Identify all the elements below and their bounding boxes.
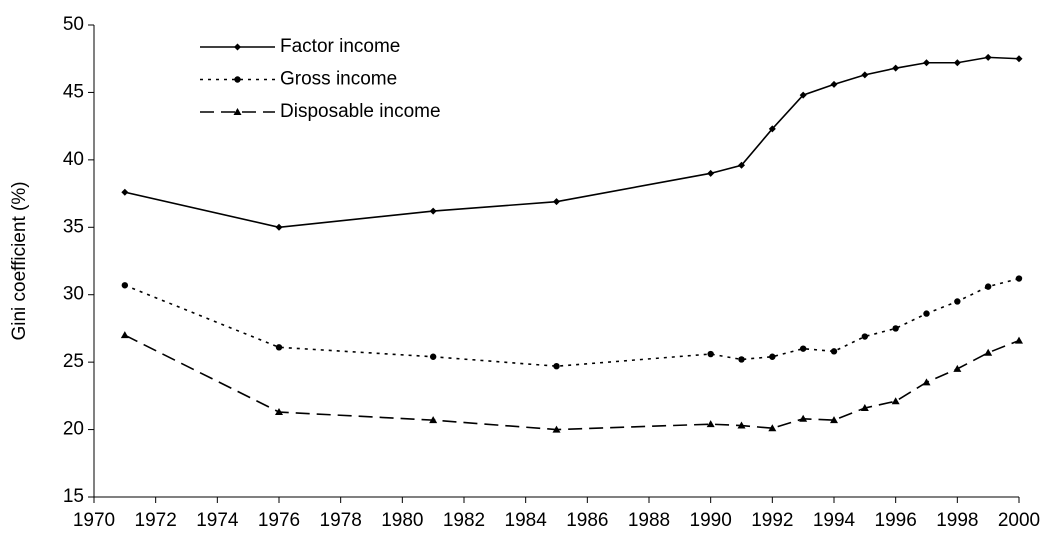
data-point <box>923 59 930 67</box>
data-point <box>738 161 745 169</box>
legend-marker <box>234 43 241 51</box>
x-tick-label: 1984 <box>505 510 548 531</box>
data-point <box>707 350 714 358</box>
x-tick-label: 1972 <box>135 510 177 531</box>
data-point <box>121 282 129 289</box>
data-point <box>1015 336 1023 344</box>
x-tick-label: 1988 <box>628 510 670 531</box>
y-tick-label: 25 <box>63 351 84 372</box>
data-point <box>768 424 777 432</box>
data-point <box>1015 275 1023 282</box>
x-tick-label: 1992 <box>751 510 793 531</box>
data-point <box>892 325 899 332</box>
data-point <box>552 425 561 433</box>
y-tick-label: 50 <box>63 14 84 35</box>
series-line <box>124 277 1020 367</box>
data-point <box>799 414 808 422</box>
data-point <box>120 331 129 339</box>
data-point <box>706 420 715 428</box>
y-axis-label: Gini coefficient (%) <box>9 181 30 340</box>
legend-marker <box>233 108 242 115</box>
x-tick-label: 1976 <box>258 510 300 531</box>
data-point <box>830 416 838 424</box>
data-point <box>953 59 961 67</box>
data-point <box>861 333 869 340</box>
x-tick-label: 1994 <box>813 510 856 531</box>
data-point <box>891 397 900 405</box>
x-tick-label: 1974 <box>196 510 239 531</box>
x-tick-label: 1996 <box>875 510 917 531</box>
legend-label: Gross income <box>280 69 397 90</box>
data-point <box>984 53 992 61</box>
data-point <box>553 362 560 370</box>
x-tick-label: 1980 <box>381 510 423 531</box>
y-tick-label: 30 <box>63 284 84 305</box>
x-tick-label: 1982 <box>443 510 485 531</box>
legend-label: Factor income <box>280 36 400 57</box>
data-point <box>830 80 838 88</box>
data-point <box>953 364 962 372</box>
data-point <box>1015 55 1023 63</box>
data-point <box>429 416 438 424</box>
x-tick-label: 1990 <box>690 510 732 531</box>
y-tick-label: 40 <box>63 149 84 170</box>
data-point <box>275 408 283 416</box>
x-tick-label: 1978 <box>320 510 362 531</box>
data-point <box>860 403 869 411</box>
data-point <box>738 356 745 363</box>
data-point <box>861 71 869 79</box>
data-point <box>429 353 437 360</box>
series-line <box>124 334 1020 431</box>
y-tick-label: 45 <box>63 81 84 102</box>
data-point <box>275 344 283 351</box>
y-tick-label: 15 <box>63 486 84 507</box>
legend-label: Disposable income <box>280 101 441 122</box>
data-point <box>984 283 992 290</box>
data-point <box>892 64 900 72</box>
x-tick-label: 1998 <box>936 510 978 531</box>
data-point <box>707 169 715 177</box>
data-point <box>553 198 560 206</box>
x-tick-label: 1970 <box>73 510 115 531</box>
data-point <box>768 125 776 133</box>
data-point <box>121 188 129 196</box>
y-tick-label: 20 <box>63 419 84 440</box>
x-tick-label: 2000 <box>998 510 1040 531</box>
x-tick-label: 1986 <box>566 510 608 531</box>
data-point <box>923 310 930 317</box>
series-line <box>124 56 1020 229</box>
y-tick-label: 35 <box>63 216 84 237</box>
data-point <box>954 298 961 305</box>
data-point <box>830 348 838 355</box>
data-point <box>799 345 807 352</box>
data-point <box>922 378 931 386</box>
data-point <box>769 353 776 360</box>
data-point <box>737 421 746 429</box>
data-point <box>275 223 283 231</box>
legend-marker <box>234 76 241 83</box>
data-point <box>799 91 807 99</box>
data-point <box>984 348 993 356</box>
data-point <box>429 207 437 215</box>
